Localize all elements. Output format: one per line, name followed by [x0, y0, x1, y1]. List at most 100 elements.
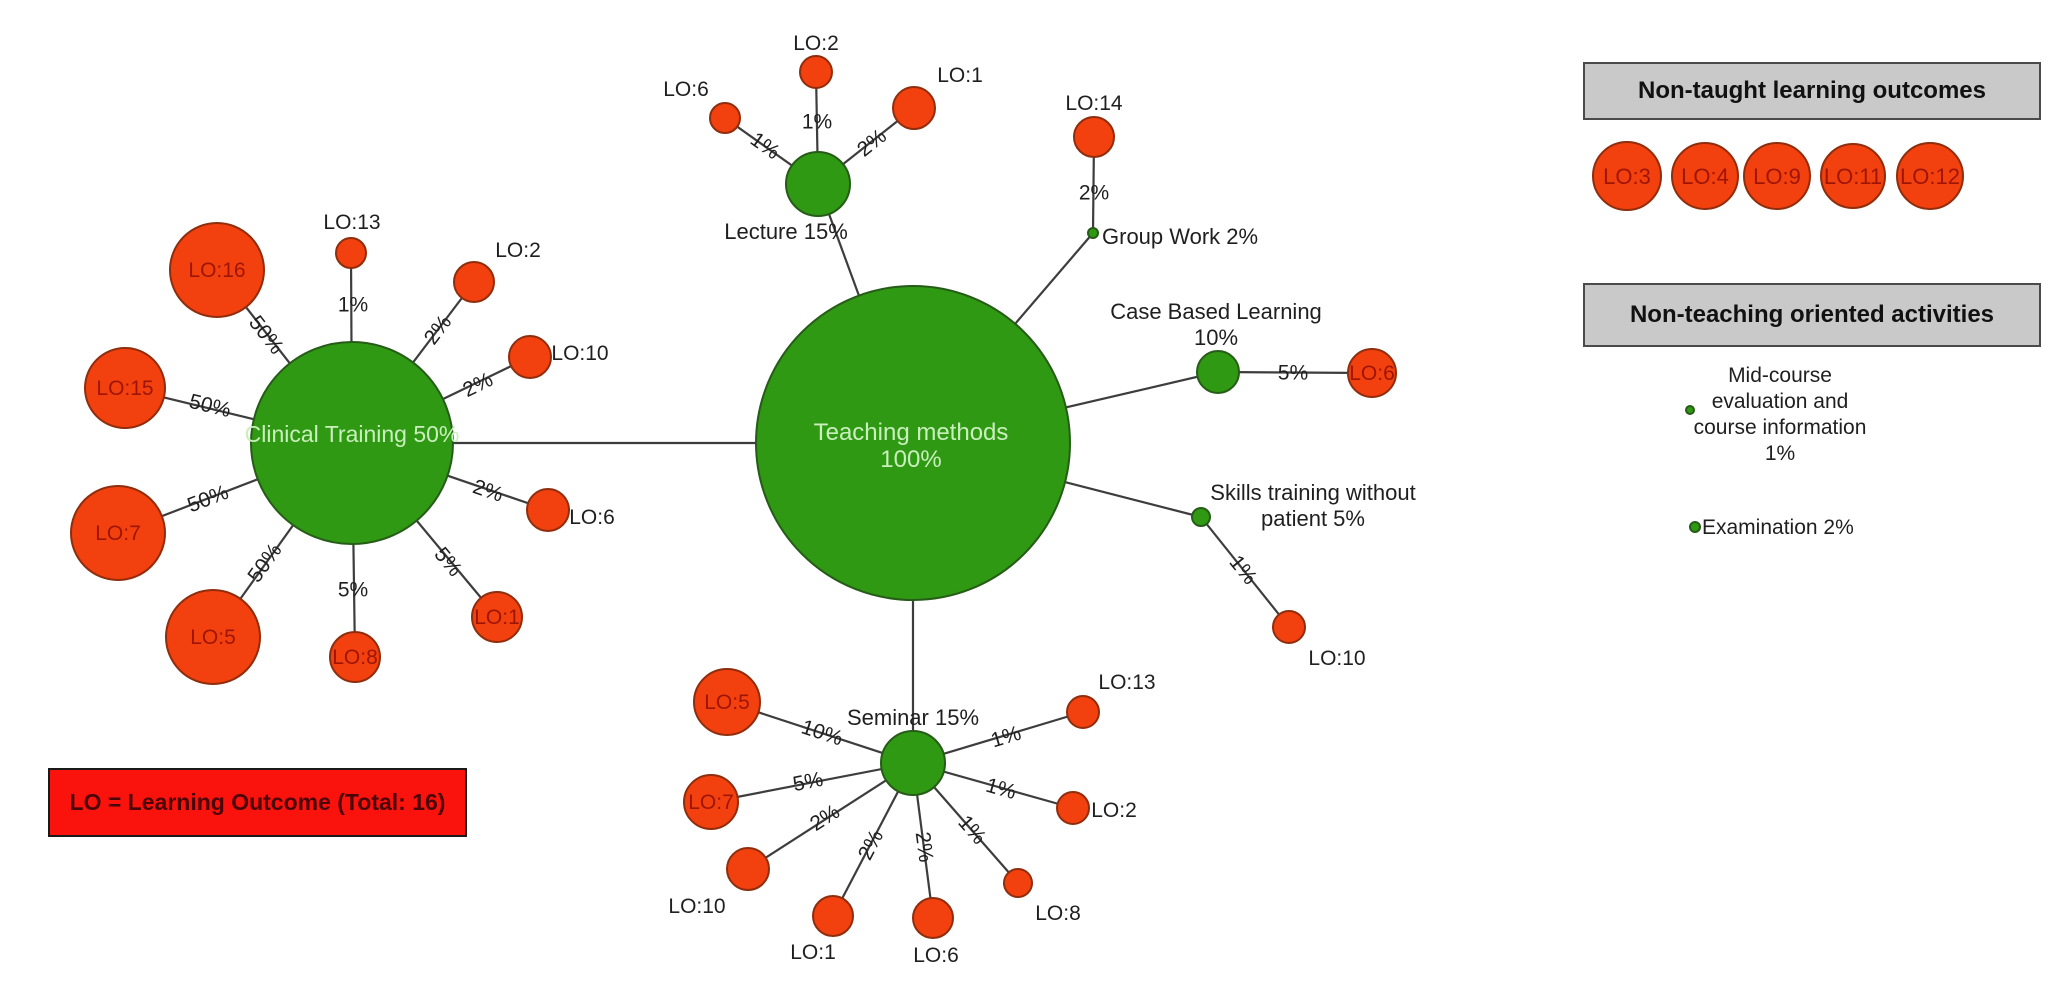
node-c13-label: LO:13 — [323, 211, 380, 234]
edge-label-clinical-c5: 50% — [243, 539, 286, 587]
node-c6-circle — [526, 488, 570, 532]
node-m8-circle — [1003, 868, 1033, 898]
node-lo3-label: LO:3 — [1603, 164, 1651, 189]
node-lecture-circle — [785, 151, 851, 217]
node-lo11-circle — [1820, 143, 1886, 209]
edge-label-lecture-l2: 1% — [802, 111, 832, 134]
edge-label-clinical-c7: 50% — [184, 481, 231, 518]
node-lecture-label: Lecture 15% — [724, 219, 848, 244]
node-skills-label: Skills training without patient 5% — [1210, 480, 1415, 531]
node-c16-circle — [169, 222, 265, 318]
node-lo9-label: LO:9 — [1753, 164, 1801, 189]
node-c2-label: LO:2 — [495, 239, 541, 262]
node-lo11-label: LO:11 — [1824, 164, 1882, 189]
node-seminar-label: Seminar 15% — [847, 705, 979, 730]
node-l2-circle — [799, 55, 833, 89]
node-m1-circle — [812, 895, 854, 937]
node-c15-label: LO:15 — [96, 377, 153, 400]
edge-label-skills-s10: 1% — [1225, 551, 1262, 589]
node-m2-label: LO:2 — [1091, 799, 1137, 822]
edge-seminar-m7 — [710, 761, 914, 804]
node-c2-circle — [453, 261, 495, 303]
node-c7-circle — [70, 485, 166, 581]
edge-cbl-b6 — [1217, 370, 1373, 375]
node-m6-label: LO:6 — [913, 944, 959, 967]
node-examination-circle — [1689, 521, 1701, 533]
node-l1-label: LO:1 — [937, 64, 983, 87]
node-l6-circle — [709, 102, 741, 134]
node-teaching-label: Teaching methods 100% — [814, 419, 1009, 473]
non-taught-header-label: Non-taught learning outcomes — [1638, 77, 1986, 104]
node-midcourse-circle — [1685, 405, 1695, 415]
node-cbl-circle — [1196, 350, 1240, 394]
node-lo9-circle — [1743, 142, 1811, 210]
node-cbl-label: Case Based Learning 10% — [1110, 299, 1322, 350]
edge-label-lecture-l6: 1% — [746, 128, 784, 164]
node-c5-circle — [165, 589, 261, 685]
node-l1-circle — [892, 86, 936, 130]
node-s10-circle — [1272, 610, 1306, 644]
edge-skills-s10 — [1200, 516, 1290, 628]
lo-legend-label: LO = Learning Outcome (Total: 16) — [69, 789, 446, 815]
edge-label-clinical-c6: 2% — [470, 475, 506, 507]
node-c6-label: LO:6 — [569, 506, 615, 529]
edge-label-clinical-c2: 2% — [420, 311, 457, 349]
node-c5-label: LO:5 — [190, 626, 236, 649]
lo-legend-box: LO = Learning Outcome (Total: 16) — [48, 768, 467, 837]
edge-label-groupwork-g14: 2% — [1079, 182, 1109, 205]
edge-label-seminar-m7: 5% — [791, 768, 825, 796]
node-m2-circle — [1056, 791, 1090, 825]
edge-label-cbl-b6: 5% — [1278, 361, 1309, 384]
edge-label-seminar-m1: 2% — [854, 826, 888, 864]
node-c10-label: LO:10 — [551, 342, 608, 365]
edge-label-seminar-m2: 1% — [983, 774, 1018, 804]
node-c1-circle — [471, 591, 523, 643]
node-groupwork-circle — [1087, 227, 1099, 239]
node-seminar-circle — [880, 730, 946, 796]
node-b6-circle — [1347, 348, 1397, 398]
node-m5-circle — [693, 668, 761, 736]
node-m6-circle — [912, 897, 954, 939]
edge-label-clinical-c13: 1% — [338, 294, 368, 317]
node-clinical-label: Clinical Training 50% — [245, 421, 460, 447]
node-l6-label: LO:6 — [663, 78, 709, 101]
node-b6-label: LO:6 — [1349, 362, 1395, 385]
node-s10-label: LO:10 — [1308, 647, 1365, 670]
node-lo4-label: LO:4 — [1681, 164, 1729, 189]
node-m5-label: LO:5 — [704, 691, 750, 714]
node-clinical-circle — [250, 341, 454, 545]
activities-header-label: Non-teaching oriented activities — [1629, 301, 1995, 328]
node-m1-label: LO:1 — [790, 941, 836, 964]
node-lo4-circle — [1671, 142, 1739, 210]
activities-header: Non-teaching oriented activities — [1583, 283, 2041, 347]
node-c16-label: LO:16 — [188, 259, 245, 282]
node-c10-circle — [508, 335, 552, 379]
node-skills-circle — [1191, 507, 1211, 527]
node-lo3-circle — [1592, 141, 1662, 211]
node-m10-circle — [726, 847, 770, 891]
node-lo12-circle — [1896, 142, 1964, 210]
edge-label-seminar-m13: 1% — [988, 722, 1024, 753]
edge-label-clinical-c8: 5% — [338, 579, 368, 602]
node-c13-circle — [335, 237, 367, 269]
node-g14-label: LO:14 — [1065, 92, 1123, 115]
node-lo12-label: LO:12 — [1900, 164, 1960, 189]
node-teaching-circle — [755, 285, 1071, 601]
edge-label-seminar-m10: 2% — [806, 800, 844, 836]
node-c8-label: LO:8 — [332, 646, 378, 669]
node-m13-circle — [1066, 695, 1100, 729]
node-g14-circle — [1073, 116, 1115, 158]
edge-label-clinical-c10: 2% — [459, 368, 496, 402]
node-c1-label: LO:1 — [474, 606, 520, 629]
node-m7-circle — [683, 774, 739, 830]
node-c15-circle — [84, 347, 166, 429]
node-midcourse-label: Mid-course evaluation and course informati… — [1694, 364, 1867, 465]
node-m8-label: LO:8 — [1035, 902, 1081, 925]
node-groupwork-label: Group Work 2% — [1102, 224, 1258, 249]
edge-label-clinical-c15: 50% — [187, 390, 233, 422]
node-l2-label: LO:2 — [793, 32, 839, 55]
node-c8-circle — [329, 631, 381, 683]
non-taught-header: Non-taught learning outcomes — [1583, 62, 2041, 120]
node-m7-label: LO:7 — [688, 791, 734, 814]
